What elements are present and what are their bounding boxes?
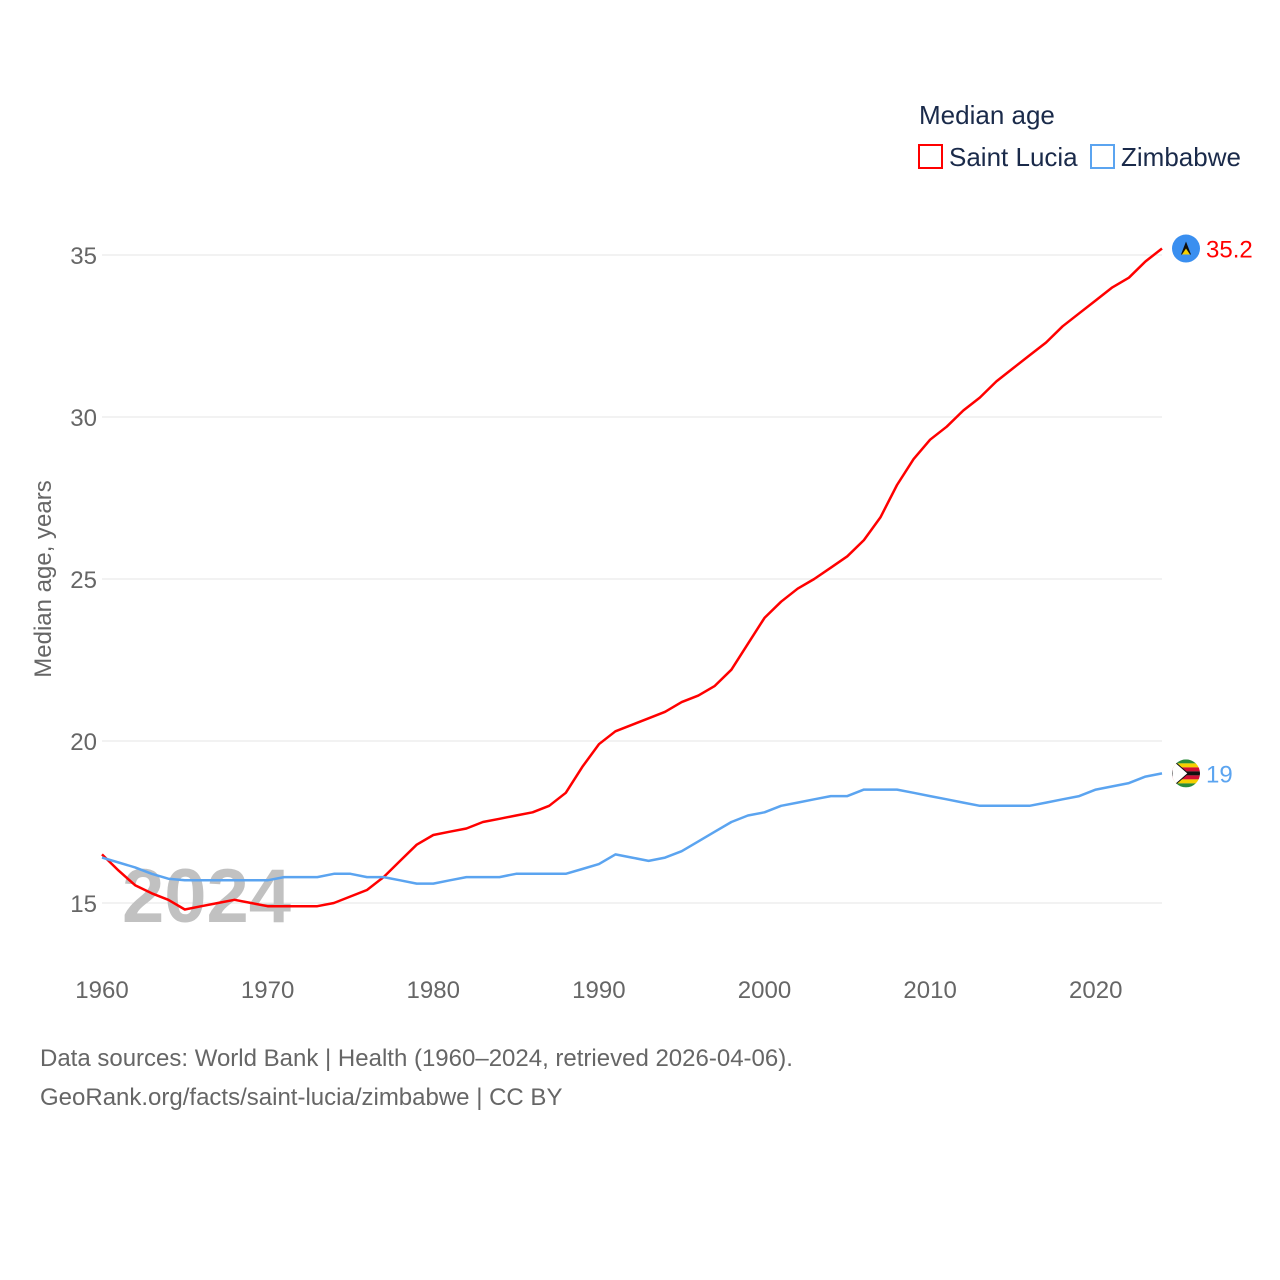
y-tick-label: 25	[70, 567, 97, 594]
legend-swatch	[918, 144, 943, 169]
x-tick-label: 1970	[241, 977, 294, 1004]
grid-lines	[102, 254, 1162, 904]
end-value-label: 35.2	[1206, 237, 1253, 264]
y-tick-label: 15	[70, 891, 97, 918]
legend-item-saint-lucia[interactable]: Saint Lucia	[918, 142, 1078, 172]
x-tick-label: 1960	[75, 977, 128, 1004]
x-tick-label: 2010	[903, 977, 956, 1004]
y-axis-ticks: 15 20 25 30 35	[70, 243, 97, 918]
data-source-text: Data sources: World Bank | Health (1960–…	[40, 1045, 793, 1072]
x-tick-label: 2000	[738, 977, 791, 1004]
y-axis-label: Median age, years	[30, 480, 57, 677]
legend-title: Median age	[919, 100, 1055, 130]
x-tick-label: 2020	[1069, 977, 1122, 1004]
series-line-saint-lucia	[101, 247, 1163, 911]
source-link[interactable]: GeoRank.org/facts/saint-lucia/zimbabwe |…	[40, 1084, 563, 1111]
end-value-label: 19	[1206, 761, 1233, 788]
legend-swatch	[1090, 144, 1115, 169]
series-line-zimbabwe	[101, 772, 1163, 885]
flag-icon-saint-lucia	[1172, 234, 1200, 263]
legend-label: Zimbabwe	[1121, 142, 1241, 172]
flag-icon-zimbabwe	[1172, 759, 1200, 788]
legend-item-zimbabwe[interactable]: Zimbabwe	[1090, 142, 1241, 172]
y-tick-label: 30	[70, 405, 97, 432]
legend-label: Saint Lucia	[949, 142, 1078, 172]
series-end-markers: 35.2 19	[1172, 234, 1253, 788]
y-tick-label: 35	[70, 243, 97, 270]
x-tick-label: 1990	[572, 977, 625, 1004]
x-tick-label: 1980	[407, 977, 460, 1004]
watermark-year: 2024	[122, 854, 291, 939]
series-lines	[101, 247, 1163, 911]
y-tick-label: 20	[70, 729, 97, 756]
x-axis-ticks: 1960 1970 1980 1990 2000 2010 2020	[75, 977, 1122, 1004]
